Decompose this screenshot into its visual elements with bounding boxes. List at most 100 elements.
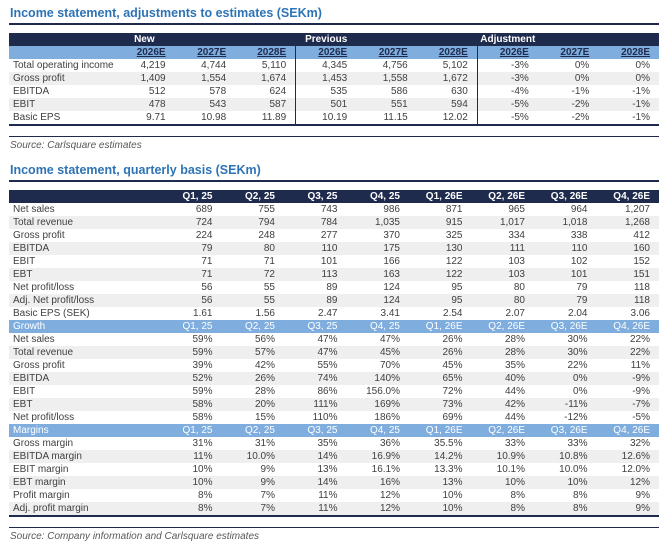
group-header: Adjustment [476,33,538,46]
table-row: EBITDA 52% 26% 74% 140% 65% 40% 0% -9% [9,372,659,385]
value-cell: 10% [409,502,472,516]
table-row: Adj. Net profit/loss 56 55 89 124 95 80 79 118 [9,294,659,307]
value-cell: 110% [284,411,347,424]
value-cell: 964 [534,203,597,216]
value-cell: 8% [159,489,222,502]
value-cell: 31% [159,437,222,450]
value-cell: 10% [159,463,222,476]
section-quarter-header: Q4, 25 [346,424,409,437]
value-cell: 45% [346,346,409,359]
value-cell: 11.15 [356,111,417,125]
value-cell: 10% [409,489,472,502]
value-cell: 69% [409,411,472,424]
value-cell: 10.0% [221,450,284,463]
value-cell: 1,207 [596,203,659,216]
row-label: EBT margin [9,476,159,489]
value-cell: 12.6% [596,450,659,463]
group-header-spacer [598,33,659,46]
value-cell: 1,268 [596,216,659,229]
quarter-header: Q2, 25 [221,190,284,203]
corner-cell [9,46,115,59]
value-cell: 32% [596,437,659,450]
table-row: EBIT 71 71 101 166 122 103 102 152 [9,255,659,268]
quarterly-table-title: Income statement, quarterly basis (SEKm) [9,162,659,182]
section-quarter-header: Q1, 25 [159,424,222,437]
value-cell: 11% [159,450,222,463]
value-cell: 113 [284,268,347,281]
value-cell: 28% [471,346,534,359]
value-cell: 12% [346,502,409,516]
value-cell: 8% [471,502,534,516]
row-label: Gross profit [9,359,159,372]
value-cell: 1,674 [235,72,296,85]
value-cell: 0% [598,72,659,85]
section-quarter-header: Q4, 26E [596,320,659,333]
value-cell: 140% [346,372,409,385]
table-row: EBT 71 72 113 163 122 103 101 151 [9,268,659,281]
value-cell: 86% [284,385,347,398]
value-cell: 42% [471,398,534,411]
value-cell: 8% [159,502,222,516]
value-cell: -4% [476,85,538,98]
table-row: EBITDA margin 11% 10.0% 14% 16.9% 14.2% 10.9% 1… [9,450,659,463]
table-row: Basic EPS (SEK) 1.61 1.56 2.47 3.41 2.54 2.07 2… [9,307,659,320]
section-quarter-header: Q2, 25 [221,424,284,437]
value-cell: 79 [534,294,597,307]
value-cell: 0% [534,385,597,398]
value-cell: 59% [159,346,222,359]
value-cell: 1,554 [174,72,236,85]
row-label: Basic EPS [9,111,115,125]
value-cell: 624 [235,85,296,98]
section-row-growth: Growth Q1, 25 Q2, 25 Q3, 25 Q4, 25 Q1, 26E Q2,… [9,320,659,333]
value-cell: -2% [537,98,599,111]
value-cell: 160 [596,242,659,255]
value-cell: 152 [596,255,659,268]
value-cell: 501 [295,98,357,111]
value-cell: 14.2% [409,450,472,463]
value-cell: -11% [534,398,597,411]
row-label: EBITDA margin [9,450,159,463]
value-cell: 30% [534,346,597,359]
value-cell: -9% [596,385,659,398]
table-row: Basic EPS 9.71 10.98 11.89 10.19 11.15 12.02 -5… [9,111,659,125]
value-cell: -1% [598,98,659,111]
quarter-header-row: Q1, 25 Q2, 25 Q3, 25 Q4, 25 Q1, 26E Q2, 26E Q3… [9,190,659,203]
table-row: Net sales 59% 56% 47% 47% 26% 28% 30% 22% [9,333,659,346]
value-cell: 10.19 [295,111,357,125]
value-cell: 248 [221,229,284,242]
value-cell: 9% [596,502,659,516]
value-cell: 101 [284,255,347,268]
value-cell: -9% [596,372,659,385]
group-header: Previous [295,33,357,46]
divider-line [9,136,659,137]
value-cell: 79 [159,242,222,255]
value-cell: 55 [221,294,284,307]
value-cell: 72 [221,268,284,281]
value-cell: 5,102 [416,59,478,72]
value-cell: 8% [534,489,597,502]
year-header: 2028E [598,46,659,59]
value-cell: 59% [159,333,222,346]
section-quarter-header: Q4, 26E [596,424,659,437]
table-row: Net profit/loss 56 55 89 124 95 80 79 118 [9,281,659,294]
value-cell: 2.47 [284,307,347,320]
divider-line [9,527,659,528]
year-header: 2028E [416,46,478,59]
row-label: Adj. profit margin [9,502,159,516]
value-cell: 11.89 [235,111,296,125]
value-cell: 103 [471,268,534,281]
table-row: Total revenue 724 794 784 1,035 915 1,017 1,018… [9,216,659,229]
value-cell: 10.98 [174,111,236,125]
value-cell: 31% [221,437,284,450]
value-cell: 151 [596,268,659,281]
value-cell: 71 [159,255,222,268]
value-cell: 551 [356,98,417,111]
value-cell: 9% [221,476,284,489]
value-cell: 4,219 [114,59,175,72]
group-header-spacer [537,33,599,46]
year-header: 2026E [114,46,175,59]
value-cell: 111 [471,242,534,255]
value-cell: 1,017 [471,216,534,229]
value-cell: 70% [346,359,409,372]
row-label: EBIT [9,385,159,398]
